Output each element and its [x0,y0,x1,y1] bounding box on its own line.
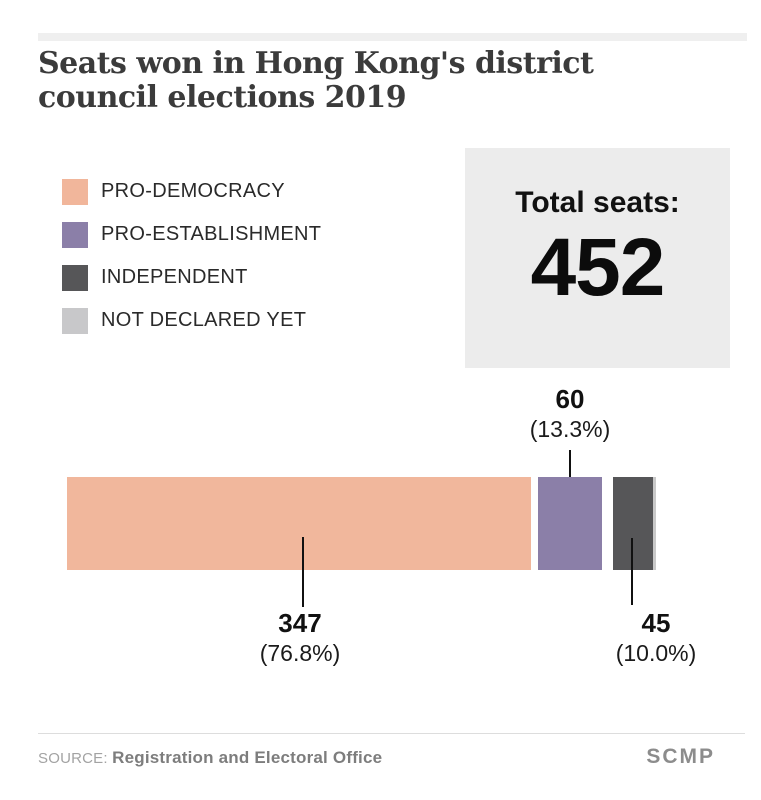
independent-swatch [62,264,88,291]
pro-establishment-percent: (13.3%) [529,416,611,442]
scmp-logo: SCMP [646,745,715,768]
source-prefix: SOURCE: [38,750,108,767]
chart-legend: PRO-DEMOCRACY PRO-ESTABLISHMENT INDEPEND… [62,178,422,350]
pro-democracy-bar-segment [67,477,531,570]
legend-item-independent: INDEPENDENT [62,264,422,291]
independent-bar-segment [613,477,653,570]
pro-establishment-swatch [62,221,88,248]
total-seats-box: Total seats: 452 [465,148,730,368]
pro-democracy-swatch [62,178,88,205]
total-seats-label: Total seats: [515,186,680,219]
pro-democracy-seats: 347 [278,608,322,638]
footer: SOURCE: Registration and Electoral Offic… [38,745,715,769]
pro-democracy-percent: (76.8%) [259,640,341,666]
top-accent-strip [38,33,747,41]
pro-establishment-seats: 60 [555,384,585,414]
source-line: SOURCE: Registration and Electoral Offic… [38,748,382,768]
not-declared-bar-segment [653,477,656,570]
legend-label: PRO-DEMOCRACY [101,180,285,202]
legend-label: PRO-ESTABLISHMENT [101,223,322,245]
source-name: Registration and Electoral Office [112,748,383,767]
independent-seats: 45 [641,608,671,638]
independent-annotation: 45 (10.0%) [578,608,734,668]
legend-label: INDEPENDENT [101,266,248,288]
pro-establishment-bar-segment [538,477,602,570]
legend-item-pro-establishment: PRO-ESTABLISHMENT [62,221,422,248]
footer-divider [38,733,745,734]
legend-label: NOT DECLARED YET [101,309,307,331]
pro-democracy-annotation: 347 (76.8%) [225,608,375,668]
legend-item-pro-democracy: PRO-DEMOCRACY [62,178,422,205]
page-title: Seats won in Hong Kong's district counci… [38,46,594,115]
independent-percent: (10.0%) [615,640,697,666]
pro-establishment-annotation: 60 (13.3%) [500,384,640,444]
total-seats-value: 452 [530,222,666,313]
not-declared-swatch [62,307,88,334]
pro-democracy-callout-line [302,537,304,607]
independent-callout-line [631,538,633,605]
legend-item-not-declared: NOT DECLARED YET [62,307,422,334]
